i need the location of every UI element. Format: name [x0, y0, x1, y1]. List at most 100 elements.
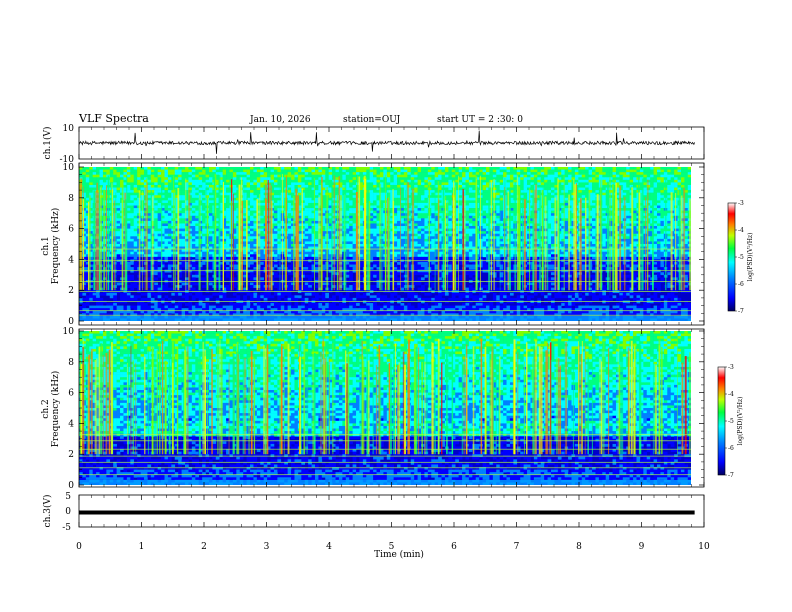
spectrogram-cell [479, 233, 483, 237]
spectrogram-cell [270, 187, 275, 191]
spectrogram-cell [161, 220, 165, 224]
spectrogram-cell [246, 190, 251, 193]
spectrogram-cell [691, 216, 695, 219]
spectrogram-cell [400, 223, 405, 227]
spectrogram-cell [492, 184, 497, 188]
spectrogram-cell [226, 177, 230, 181]
spectrogram-cell [431, 210, 435, 214]
spectrogram-cell [253, 174, 258, 178]
spectrogram-cell [174, 215, 179, 219]
spectrogram-cell [619, 195, 624, 199]
spectrogram-cell [256, 174, 261, 178]
spectrogram-cell [605, 177, 610, 181]
spectrogram-cell [431, 231, 435, 235]
spectrogram-cell [226, 184, 230, 188]
spectrogram-cell [633, 197, 637, 201]
spectrogram-cell [379, 197, 384, 201]
spectrogram-cell [397, 195, 401, 199]
spectrogram-cell [304, 192, 309, 196]
spectrogram-cell [352, 236, 357, 240]
spectrogram-cell [397, 177, 401, 181]
spectrogram-cell [226, 192, 230, 196]
spectrogram-cell [202, 172, 206, 175]
spectrogram-cell [133, 228, 138, 232]
spectrogram-cell [554, 187, 559, 191]
spectrogram-cell [581, 197, 586, 201]
spectrogram-cell [612, 169, 617, 173]
spectrogram-cell [116, 179, 121, 183]
spectrogram-cell [284, 167, 288, 170]
spectrogram-cell [561, 192, 565, 196]
spectrogram-cell [232, 231, 237, 235]
spectrogram-cell [496, 192, 500, 196]
spectrogram-cell [561, 220, 565, 224]
spectrogram-cell [571, 174, 576, 178]
spectrogram-cell [130, 205, 135, 209]
spectrogram-cell [178, 182, 182, 186]
spectrogram-cell [202, 210, 206, 214]
spectrogram-cell [496, 205, 500, 209]
spectrogram-cell [253, 213, 258, 217]
spectrogram-cell [486, 169, 490, 173]
spectrogram-cell [164, 205, 169, 209]
spectrogram-cell [571, 179, 576, 183]
spectrogram-cell [496, 182, 500, 186]
spectrogram-cell [253, 182, 258, 186]
spectrogram-cell [328, 228, 333, 232]
spectrogram-cell [458, 213, 463, 217]
spectrogram-cell [202, 223, 206, 227]
spectrogram-cell [424, 215, 429, 219]
spectrogram-cell [472, 169, 477, 173]
spectrogram-cell [277, 218, 282, 222]
spectrogram-cell [619, 192, 624, 196]
spectrogram-cell [674, 172, 678, 175]
spectrogram-cell [133, 218, 138, 222]
spectrogram-cell [215, 202, 220, 206]
spectrogram-cell [379, 182, 384, 186]
spectrogram-cell [499, 218, 504, 222]
spectrogram-cell [301, 233, 306, 237]
spectrogram-cell [260, 167, 264, 170]
spectrogram-cell [687, 174, 691, 178]
spectrogram-cell [263, 177, 268, 181]
spectrogram-cell [458, 223, 463, 227]
spectrogram-cell [506, 177, 511, 181]
spectrogram-cell [321, 197, 326, 201]
spectrogram-cell [82, 172, 87, 175]
spectrogram-cell [561, 231, 565, 235]
spectrogram-cell [246, 226, 251, 229]
spectrogram-cell [657, 223, 661, 227]
spectrogram-cell [328, 179, 333, 183]
spectrogram-cell [527, 197, 531, 201]
spectrogram-cell [202, 208, 206, 211]
spectrogram-cell [311, 226, 316, 229]
spectrogram-cell [373, 179, 377, 183]
spectrogram-cell [438, 172, 442, 175]
spectrogram-cell [479, 172, 483, 175]
spectrogram-cell [486, 210, 490, 214]
spectrogram-cell [359, 236, 364, 240]
spectrogram-cell [496, 190, 500, 193]
spectrogram-cell [126, 195, 131, 199]
spectrogram-cell [691, 188, 695, 191]
spectrogram-cell [181, 213, 186, 217]
spectrogram-cell [657, 226, 661, 229]
spectrogram-cell [499, 172, 504, 175]
spectrogram-cell [581, 213, 586, 217]
spectrogram-cell [123, 169, 128, 173]
spectrogram-cell [660, 169, 665, 173]
spectrogram-cell [130, 226, 135, 229]
spectrogram-cell [431, 179, 435, 183]
spectrogram-cell [657, 205, 661, 209]
spectrogram-cell [212, 169, 217, 173]
spectrogram-cell [277, 182, 282, 186]
spectrogram-cell [468, 220, 473, 224]
spectrogram-cell [85, 169, 90, 173]
spectrogram-cell [390, 177, 394, 181]
spectrogram-cell [523, 177, 528, 181]
spectrogram-cell [85, 208, 90, 211]
spectrogram-cell [427, 174, 432, 178]
spectrogram-cell [486, 192, 490, 196]
spectrogram-cell [530, 169, 535, 173]
spectrogram-cell [615, 197, 620, 201]
